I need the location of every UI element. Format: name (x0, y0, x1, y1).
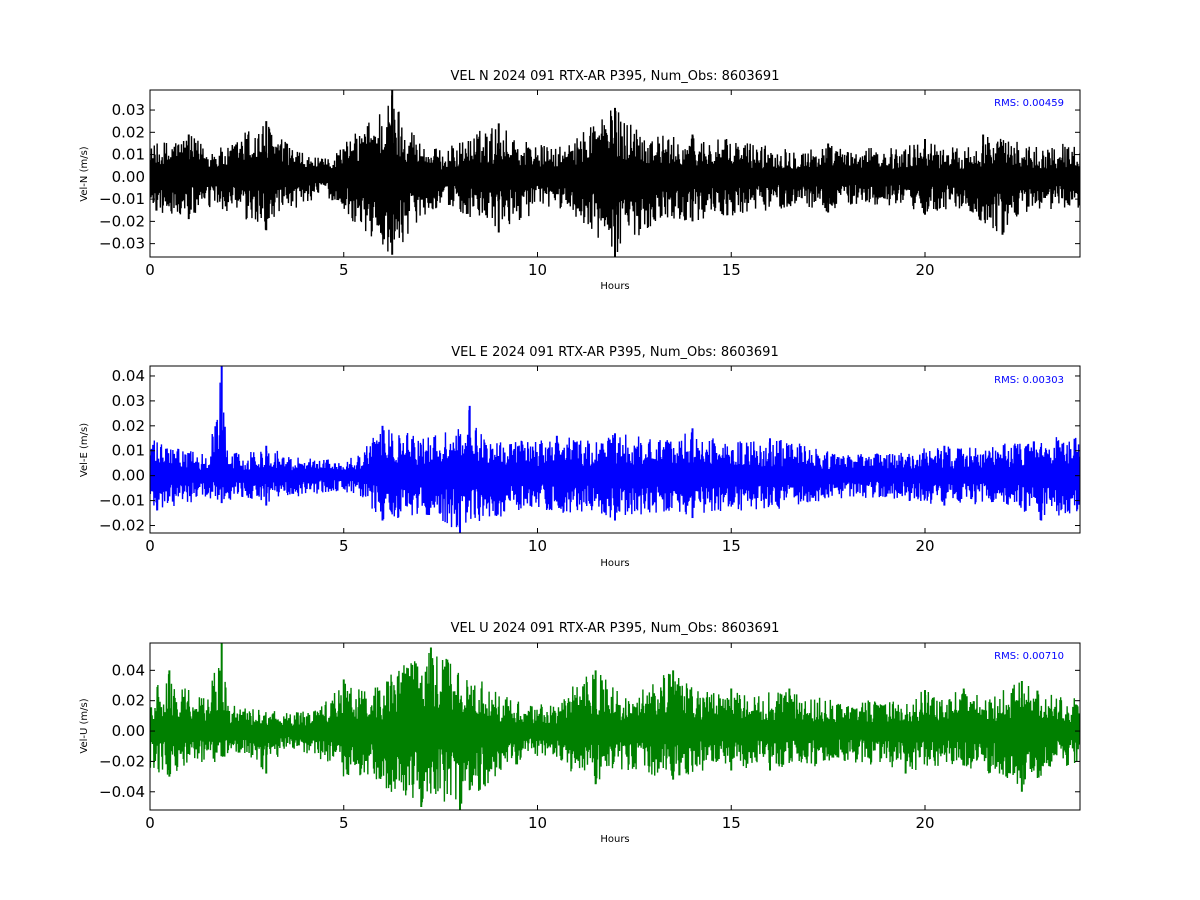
x-tick-label: 5 (339, 814, 349, 832)
axes-frame (149, 89, 1081, 258)
y-tick-label: 0.02 (112, 123, 145, 141)
y-tick-label: 0.04 (112, 661, 145, 679)
x-tick-label: 15 (722, 537, 741, 555)
x-axis-label: Hours (600, 281, 629, 292)
panel-vel-n: 0 5 10 15 20 −0.03 −0.02 −0.01 0.00 0.01 0.02 0.03 V… (79, 69, 1081, 292)
x-tick-label: 20 (915, 537, 934, 555)
panel-vel-e: 0 5 10 15 20 −0.02 −0.01 0.00 0.01 0.02 0.03 0.04 VE… (79, 345, 1081, 569)
y-tick-label: 0.03 (112, 101, 145, 119)
y-axis-label: Vel-E (m/s) (79, 423, 90, 477)
panel-title: VEL E 2024 091 RTX-AR P395, Num_Obs: 860… (451, 345, 778, 360)
x-tick-label: 0 (145, 537, 155, 555)
panel-title: VEL N 2024 091 RTX-AR P395, Num_Obs: 860… (451, 69, 780, 84)
x-tick-label: 10 (528, 261, 547, 279)
x-tick-label: 15 (722, 261, 741, 279)
series-line (150, 652, 1080, 805)
x-tick-label: 10 (528, 537, 547, 555)
y-tick-label: 0.03 (112, 392, 145, 410)
axes-frame (149, 642, 1081, 811)
y-tick-label: 0.00 (112, 722, 145, 740)
x-tick-label: 0 (145, 261, 155, 279)
x-tick-label: 10 (528, 814, 547, 832)
y-tick-label: −0.01 (99, 492, 145, 510)
y-tick-label: 0.02 (112, 692, 145, 710)
x-axis-label: Hours (600, 834, 629, 845)
x-tick-label: 15 (722, 814, 741, 832)
rms-annotation: RMS: 0.00710 (994, 651, 1064, 662)
y-tick-label: 0.01 (112, 146, 145, 164)
x-tick-label: 20 (915, 261, 934, 279)
y-axis-label: Vel-U (m/s) (79, 698, 90, 753)
y-tick-label: −0.01 (99, 190, 145, 208)
x-axis-label: Hours (600, 558, 629, 569)
x-tick-label: 20 (915, 814, 934, 832)
rms-annotation: RMS: 0.00303 (994, 375, 1064, 386)
y-tick-label: 0.02 (112, 417, 145, 435)
y-tick-label: 0.04 (112, 367, 145, 385)
y-tick-label: −0.03 (99, 235, 145, 253)
panel-vel-u: 0 5 10 15 20 −0.04 −0.02 0.00 0.02 0.04 VEL U 2024… (79, 621, 1081, 845)
x-tick-label: 0 (145, 814, 155, 832)
axes-frame (149, 365, 1081, 534)
panel-title: VEL U 2024 091 RTX-AR P395, Num_Obs: 860… (451, 621, 780, 636)
x-tick-label: 5 (339, 261, 349, 279)
y-tick-label: −0.02 (99, 752, 145, 770)
y-tick-label: 0.01 (112, 442, 145, 460)
y-axis-label: Vel-N (m/s) (79, 146, 90, 201)
y-tick-label: −0.02 (99, 517, 145, 535)
y-tick-label: 0.00 (112, 168, 145, 186)
y-tick-label: −0.04 (99, 783, 145, 801)
y-tick-label: 0.00 (112, 467, 145, 485)
rms-annotation: RMS: 0.00459 (994, 98, 1064, 109)
y-tick-label: −0.02 (99, 212, 145, 230)
x-tick-label: 5 (339, 537, 349, 555)
